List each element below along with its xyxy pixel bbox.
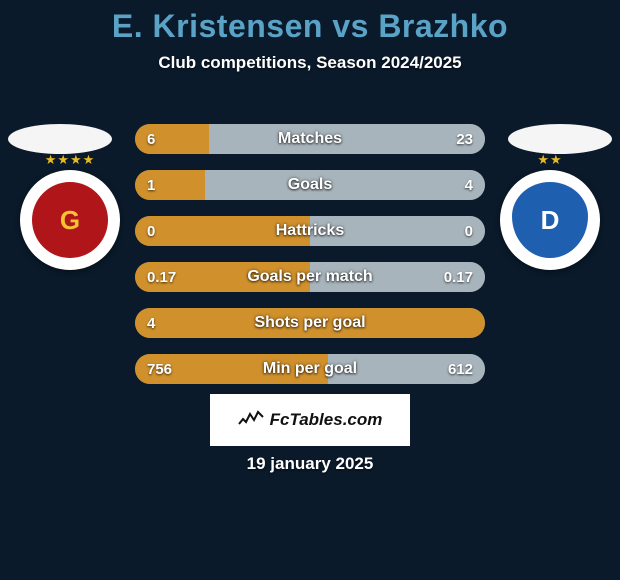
page-title: E. Kristensen vs Brazhko <box>0 0 620 45</box>
club-logo-left: G <box>32 182 108 258</box>
brand-label: FcTables.com <box>270 410 383 430</box>
stat-label: Matches <box>135 124 485 154</box>
comparison-bars: 623Matches 14Goals 00Hattricks 0.170.17Goal… <box>135 124 485 400</box>
stat-row: 14Goals <box>135 170 485 200</box>
club-badge-right: ★★ D <box>500 170 600 270</box>
attribution-box: FcTables.com <box>210 394 410 446</box>
rating-stars-left: ★★★★ <box>45 152 96 168</box>
rating-stars-right: ★★ <box>537 152 562 168</box>
decor-ellipse-right <box>508 124 612 154</box>
stat-label: Goals <box>135 170 485 200</box>
stat-label: Min per goal <box>135 354 485 384</box>
stat-row: 623Matches <box>135 124 485 154</box>
stat-label: Shots per goal <box>135 308 485 338</box>
stat-row: 0.170.17Goals per match <box>135 262 485 292</box>
club-logo-right: D <box>512 182 588 258</box>
stat-label: Hattricks <box>135 216 485 246</box>
stat-row: 756612Min per goal <box>135 354 485 384</box>
stat-row: 4Shots per goal <box>135 308 485 338</box>
stat-row: 00Hattricks <box>135 216 485 246</box>
club-badge-left: ★★★★ G <box>20 170 120 270</box>
subtitle: Club competitions, Season 2024/2025 <box>0 53 620 73</box>
stat-label: Goals per match <box>135 262 485 292</box>
decor-ellipse-left <box>8 124 112 154</box>
date-label: 19 january 2025 <box>0 454 620 474</box>
sparkline-icon <box>238 409 264 432</box>
